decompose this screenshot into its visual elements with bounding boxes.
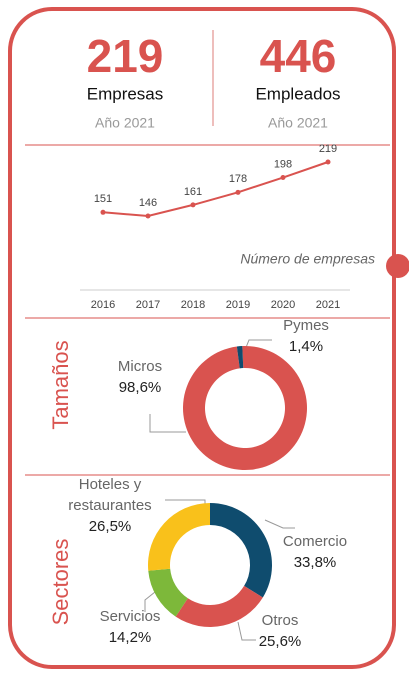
pie-label-box: Hoteles y restaurantes 26,5%	[55, 474, 165, 537]
pie-label-box: Otros 25,6%	[225, 610, 335, 652]
pie-label: Hoteles y restaurantes 26,5%	[55, 474, 165, 537]
pie-label: Otros 25,6%	[225, 610, 335, 652]
x-tick-label: 2019	[226, 299, 250, 311]
pie-value: 98,6%	[118, 379, 162, 396]
point	[235, 189, 241, 195]
frame-dot	[386, 254, 409, 278]
pie-value: 33,8%	[293, 554, 337, 571]
chart-title: Sectores	[48, 539, 73, 626]
x-tick-label: 2021	[316, 299, 340, 311]
stat-value: 446	[260, 30, 337, 82]
pie-value: 1,4%	[288, 338, 324, 355]
pie-slice	[148, 568, 188, 617]
pie-category: Pymes	[283, 317, 329, 334]
point	[190, 202, 196, 208]
annotation: Número de empresas	[240, 251, 375, 267]
data-label: 146	[139, 197, 157, 209]
pie-category: Micros	[117, 358, 163, 375]
stat-label: Empresas	[87, 84, 164, 103]
x-tick-label: 2020	[271, 299, 295, 311]
pie-label: Micros 98,6%	[85, 356, 195, 398]
x-tick-label: 2016	[91, 299, 115, 311]
chart-title: Tamaños	[48, 340, 73, 429]
leader-line	[144, 591, 156, 612]
leader-line	[149, 414, 186, 433]
pie-label: Servicios 14,2%	[75, 606, 185, 648]
x-tick-label: 2017	[136, 299, 160, 311]
data-label: 198	[274, 158, 292, 170]
pie-slice	[236, 346, 244, 369]
pie-label-box: Pymes 1,4%	[251, 315, 361, 357]
pie-value: 14,2%	[108, 629, 152, 646]
pie-slice	[210, 503, 272, 598]
stat-year: Año 2021	[95, 115, 155, 131]
pie-slice	[148, 503, 210, 571]
line	[102, 161, 329, 218]
pie-category: Otros	[261, 612, 299, 629]
stat-year: Año 2021	[268, 115, 328, 131]
pie-label-box: Micros 98,6%	[85, 356, 195, 398]
data-label: 178	[229, 173, 247, 185]
point	[100, 209, 106, 215]
leader-line	[264, 519, 295, 529]
stat-value: 219	[87, 30, 164, 82]
pie-label-box: Comercio 33,8%	[260, 531, 370, 573]
pie-value: 25,6%	[258, 633, 302, 650]
data-label: 151	[94, 193, 112, 205]
leader-line	[237, 621, 256, 641]
pie-slice	[175, 585, 263, 627]
pie-category: Servicios	[99, 608, 161, 625]
pie-label-box: Servicios 14,2%	[75, 606, 185, 648]
pie-label: Comercio 33,8%	[260, 531, 370, 573]
pie-slice	[182, 346, 307, 471]
pie-value: 26,5%	[88, 518, 132, 535]
point	[280, 175, 286, 181]
pie-category: Comercio	[282, 533, 348, 550]
data-label: 219	[319, 143, 337, 155]
data-label: 161	[184, 186, 202, 198]
frame	[8, 7, 396, 669]
point	[325, 159, 331, 165]
stat-label: Empleados	[255, 84, 340, 103]
pie-category: Hoteles y restaurantes	[68, 476, 152, 514]
pie-label: Pymes 1,4%	[251, 315, 361, 357]
x-tick-label: 2018	[181, 299, 205, 311]
point	[145, 213, 151, 219]
